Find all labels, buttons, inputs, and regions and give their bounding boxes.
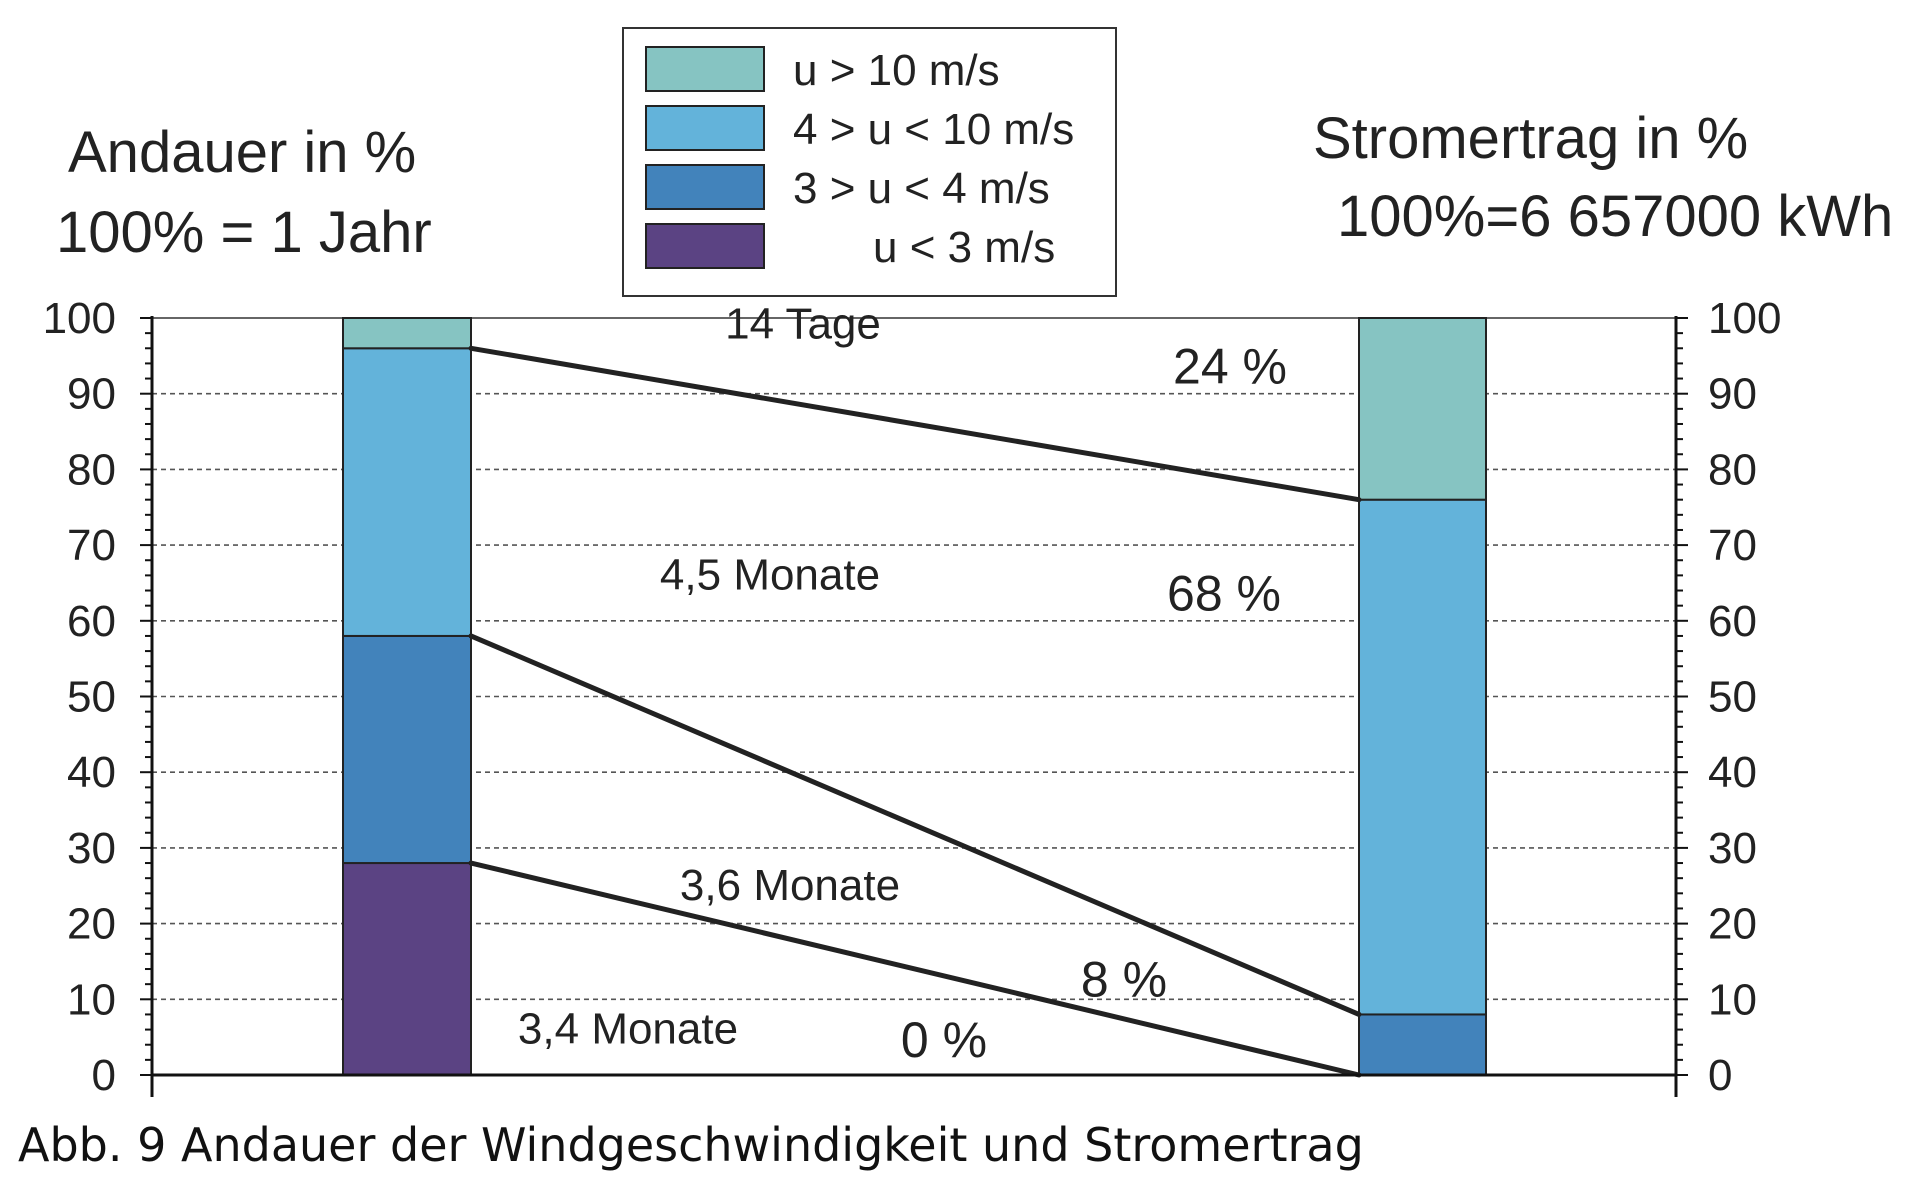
axes: [140, 316, 1688, 1097]
left-axis-subtitle: 100% = 1 Jahr: [56, 200, 432, 265]
bar-segment-stromertrag: [1358, 1013, 1487, 1077]
axis-titles: Andauer in % 100% = 1 Jahr Stromertrag in …: [56, 106, 1893, 265]
legend-swatch: [645, 46, 765, 92]
bar-segment-stromertrag: [1358, 317, 1487, 501]
left-tick-label: 10: [67, 975, 116, 1024]
legend-label: u > 10 m/s: [793, 46, 1000, 95]
tick-labels: 0 0 10 10 20 20 30 30 40 40 50 50 60 60 70 70 80 80 90 90 10…: [43, 294, 1782, 1100]
connector-line: [468, 633, 1362, 1017]
right-tick-label: 60: [1708, 597, 1757, 646]
connector-line: [468, 860, 1362, 1078]
bar-segment-stromertrag: [1358, 498, 1487, 1016]
right-tick-label: 30: [1708, 824, 1757, 873]
left-tick-label: 0: [92, 1051, 116, 1100]
left-tick-label: 80: [67, 445, 116, 494]
left-tick-label: 20: [67, 900, 116, 949]
left-tick-label: 60: [67, 597, 116, 646]
connector-line: [468, 345, 1362, 503]
right-tick-label: 100: [1708, 294, 1781, 343]
left-tick-label: 30: [67, 824, 116, 873]
left-tick-label: 70: [67, 521, 116, 570]
bar-segment-andauer: [342, 634, 472, 865]
duration-label: 3,4 Monate: [518, 1005, 738, 1054]
right-axis-title: Stromertrag in %: [1313, 106, 1748, 171]
right-axis-subtitle: 100%=6 657000 kWh: [1337, 184, 1893, 249]
energy-label: 0 %: [901, 1012, 987, 1068]
left-tick-label: 40: [67, 748, 116, 797]
left-axis-title: Andauer in %: [68, 120, 416, 185]
connector-lines: [468, 345, 1362, 1078]
bar-segment-andauer: [342, 317, 472, 350]
legend-label: 3 > u < 4 m/s: [793, 164, 1050, 213]
energy-label: 24 %: [1173, 338, 1287, 394]
left-tick-label: 90: [67, 370, 116, 419]
left-tick-label: 100: [43, 294, 116, 343]
legend: u > 10 m/s 4 > u < 10 m/s 3 > u < 4 m/s u <…: [622, 27, 1117, 297]
right-tick-label: 80: [1708, 445, 1757, 494]
bar-segment-andauer: [342, 862, 472, 1076]
duration-label: 4,5 Monate: [660, 550, 880, 599]
right-tick-label: 10: [1708, 975, 1757, 1024]
right-tick-label: 0: [1708, 1051, 1732, 1100]
legend-label: 4 > u < 10 m/s: [793, 105, 1074, 154]
right-tick-label: 70: [1708, 521, 1757, 570]
energy-label: 68 %: [1167, 566, 1281, 622]
duration-label: 14 Tage: [725, 299, 881, 348]
bar-segment-andauer: [342, 347, 472, 637]
legend-label: u < 3 m/s: [873, 223, 1055, 272]
right-tick-label: 40: [1708, 748, 1757, 797]
legend-swatch: [645, 105, 765, 151]
figure-caption: Abb. 9 Andauer der Windgeschwindigkeit u…: [18, 1118, 1364, 1172]
duration-label: 3,6 Monate: [680, 861, 900, 910]
right-tick-label: 50: [1708, 673, 1757, 722]
right-tick-label: 20: [1708, 900, 1757, 949]
right-tick-label: 90: [1708, 370, 1757, 419]
annotations: 14 Tage 4,5 Monate 3,6 Monate 3,4 Monate 24 …: [518, 299, 1287, 1068]
legend-swatch: [645, 164, 765, 210]
legend-swatch: [645, 223, 765, 269]
bars: [342, 317, 1487, 1077]
left-tick-label: 50: [67, 673, 116, 722]
energy-label: 8 %: [1081, 952, 1167, 1008]
